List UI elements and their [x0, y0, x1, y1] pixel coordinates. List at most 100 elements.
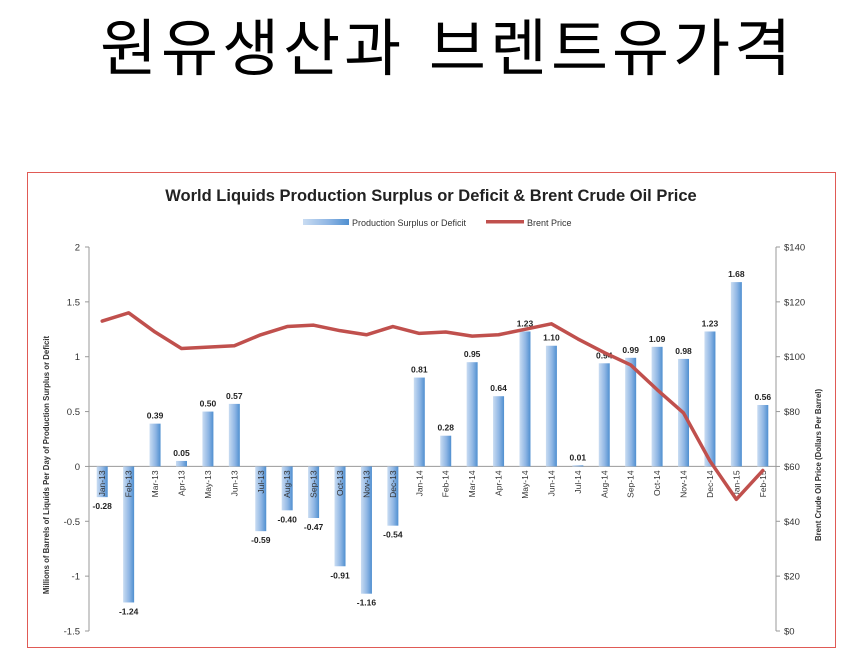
bar-Dec-14 — [704, 331, 716, 467]
x-tick-label: May-14 — [520, 470, 530, 499]
bar-Apr-13 — [175, 460, 187, 467]
bar-Feb-15 — [757, 404, 769, 467]
x-tick-label: Jun-14 — [546, 470, 556, 496]
bar-Feb-14 — [440, 435, 452, 467]
bar-data-label: -1.16 — [357, 598, 377, 608]
y-tick-label: 2 — [75, 243, 80, 254]
bar-data-label: 1.23 — [517, 318, 534, 328]
bar-data-label: 0.01 — [570, 452, 587, 462]
y2-tick-label: $140 — [784, 243, 805, 254]
y-tick-label: -1 — [72, 572, 80, 583]
x-tick-label: Mar-14 — [467, 470, 477, 497]
bar-Oct-13 — [334, 466, 346, 567]
bar-Jun-13 — [228, 403, 240, 467]
bar-Jul-14 — [572, 465, 584, 467]
bar-Aug-14 — [598, 363, 610, 467]
bar-data-label: -0.91 — [330, 570, 350, 580]
bar-data-label: 0.57 — [226, 391, 243, 401]
bar-data-label: 0.64 — [490, 383, 507, 393]
y2-tick-label: $120 — [784, 297, 805, 308]
bar-Dec-13 — [387, 466, 399, 526]
bar-Apr-14 — [493, 396, 505, 467]
bar-data-label: 1.10 — [543, 333, 560, 343]
y-tick-label: 1.5 — [67, 297, 80, 308]
x-tick-label: Feb-15 — [758, 470, 768, 497]
y-tick-label: 0 — [75, 462, 80, 473]
bar-data-label: 0.81 — [411, 365, 428, 375]
x-tick-label: Jan-15 — [731, 470, 741, 496]
bar-data-label: 1.23 — [702, 318, 719, 328]
bar-data-label: 0.50 — [200, 399, 217, 409]
y-tick-label: -0.5 — [64, 517, 80, 528]
bar-Jan-15 — [730, 282, 742, 467]
legend: Production Surplus or Deficit Brent Pric… — [303, 218, 572, 228]
chart-svg: World Liquids Production Surplus or Defi… — [42, 187, 823, 638]
bar-Jan-14 — [413, 377, 425, 467]
y2-axis-title: Brent Crude Oil Price (Dollars Per Barre… — [814, 389, 823, 541]
y2-tick-label: $40 — [784, 517, 800, 528]
y2-tick-label: $60 — [784, 462, 800, 473]
bar-data-label: 0.99 — [622, 345, 639, 355]
bar-data-label: 0.28 — [437, 423, 454, 433]
y-axis-title: Millions of Barrels of Liquids Per Day o… — [42, 336, 51, 595]
slide-title: 원유생산과 브렌트유가격 — [100, 12, 796, 85]
bar-Sep-13 — [308, 466, 320, 518]
bar-data-label: -0.54 — [383, 530, 403, 540]
bar-Aug-13 — [281, 466, 293, 511]
x-tick-label: May-13 — [203, 470, 213, 499]
bar-May-14 — [519, 331, 531, 467]
bar-data-label: 0.98 — [675, 346, 692, 356]
bar-data-label: 0.56 — [755, 392, 772, 402]
legend-swatch-line — [486, 220, 524, 224]
y2-tick-label: $80 — [784, 407, 800, 418]
x-tick-label: Jun-13 — [229, 470, 239, 496]
y-tick-label: -1.5 — [64, 627, 80, 638]
legend-label-line: Brent Price — [527, 218, 572, 228]
bar-data-label: -0.40 — [277, 514, 297, 524]
bar-Sep-14 — [625, 357, 637, 467]
y2-tick-label: $100 — [784, 352, 805, 363]
bar-Oct-14 — [651, 346, 663, 467]
x-tick-label: Aug-13 — [282, 470, 292, 498]
plot-area: 21.510.50-0.5-1-1.5$140$120$100$80$60$40… — [64, 243, 806, 638]
x-tick-label: Dec-14 — [705, 470, 715, 498]
bar-Jul-13 — [255, 466, 267, 532]
x-tick-label: Oct-13 — [335, 470, 345, 496]
chart-title: World Liquids Production Surplus or Defi… — [165, 187, 696, 205]
bar-data-label: -0.59 — [251, 535, 271, 545]
x-tick-label: Jul-14 — [573, 470, 583, 493]
x-tick-label: Apr-13 — [176, 470, 186, 496]
x-tick-label: Mar-13 — [150, 470, 160, 497]
x-tick-label: Sep-13 — [309, 470, 319, 498]
bar-Nov-13 — [360, 466, 372, 594]
x-tick-label: Jul-13 — [256, 470, 266, 493]
x-tick-label: Nov-13 — [361, 470, 371, 498]
legend-swatch-bars — [303, 219, 349, 225]
x-tick-label: Jan-14 — [414, 470, 424, 496]
bar-data-label: 1.09 — [649, 334, 666, 344]
x-tick-label: Jan-13 — [97, 470, 107, 496]
y-tick-label: 1 — [75, 352, 80, 363]
bar-data-label: 0.94 — [596, 350, 613, 360]
x-tick-label: Sep-14 — [626, 470, 636, 498]
bar-Mar-14 — [466, 362, 478, 467]
legend-label-bars: Production Surplus or Deficit — [352, 218, 467, 228]
x-tick-label: Feb-14 — [441, 470, 451, 497]
chart-frame: World Liquids Production Surplus or Defi… — [27, 172, 836, 648]
x-tick-label: Oct-14 — [652, 470, 662, 496]
y-tick-label: 0.5 — [67, 407, 80, 418]
bar-Feb-13 — [123, 466, 135, 603]
bar-data-label: -0.28 — [93, 501, 113, 511]
bar-May-13 — [202, 411, 214, 467]
bar-data-label: 0.05 — [173, 448, 190, 458]
y2-tick-label: $0 — [784, 627, 795, 638]
bar-data-label: -0.47 — [304, 522, 324, 532]
bar-Jan-13 — [96, 466, 108, 498]
bar-data-label: 0.39 — [147, 411, 164, 421]
y2-tick-label: $20 — [784, 572, 800, 583]
x-tick-label: Nov-14 — [679, 470, 689, 498]
x-tick-label: Apr-14 — [494, 470, 504, 496]
bar-Mar-13 — [149, 423, 161, 467]
x-tick-label: Feb-13 — [124, 470, 134, 497]
x-tick-label: Dec-13 — [388, 470, 398, 498]
